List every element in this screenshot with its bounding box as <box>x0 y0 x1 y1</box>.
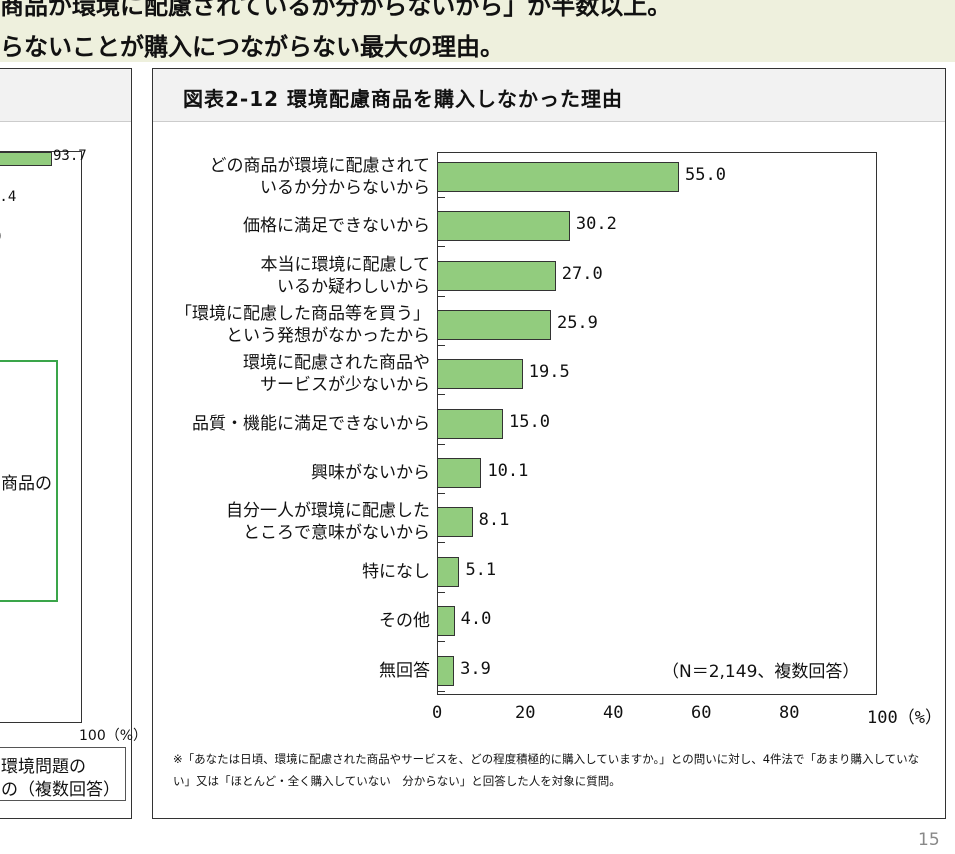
footnote: ※「あなたは日頃、環境に配慮された商品やサービスを、どの程度積極的に購入していま… <box>173 752 920 788</box>
category-label: 「環境に配慮した商品等を買う」 という発想がなかったから <box>175 304 430 347</box>
value-label: 25.9 <box>556 313 598 334</box>
chart-annotation: （N＝2,149、複数回答） <box>662 662 860 682</box>
headline-line-2: らないことが購入につながらない最大の理由。 <box>0 33 504 61</box>
chart-title: 図表2-12 環境配慮商品を購入しなかった理由 <box>183 87 624 111</box>
category-label: 興味がないから <box>311 463 430 484</box>
category-label: 品質・機能に満足できないから <box>192 413 430 434</box>
x-tick-label: 100（%） <box>867 708 942 728</box>
value-label: 8.1 <box>478 510 510 531</box>
x-tick-label: 0 <box>432 703 443 723</box>
left-caption-box <box>0 747 126 801</box>
left-caption-line-2: の（複数回答） <box>1 780 120 800</box>
category-label: 無回答 <box>379 660 430 681</box>
value-label: 5.1 <box>465 559 497 580</box>
bar <box>437 408 503 439</box>
left-value-label: 0 <box>0 229 1 245</box>
value-label: 30.2 <box>575 214 617 235</box>
bar-tick <box>437 641 445 643</box>
left-panel-header <box>0 69 131 122</box>
left-plot-frame <box>0 151 82 723</box>
left-bar <box>0 152 52 166</box>
category-label: 環境に配慮された商品や サービスが少ないから <box>243 353 430 396</box>
left-value-label: 9.4 <box>0 189 17 205</box>
plot-frame <box>437 152 877 695</box>
value-label: 10.1 <box>487 461 529 482</box>
bar-tick <box>437 542 445 544</box>
bar <box>437 211 570 242</box>
x-tick-label: 80 <box>779 703 800 723</box>
value-label: 4.0 <box>460 609 492 630</box>
left-caption-line-1: 環境問題の <box>1 757 86 777</box>
category-label: その他 <box>379 611 430 632</box>
right-chart-panel: 図表2-12 環境配慮商品を購入しなかった理由 <box>152 68 946 819</box>
bar <box>437 162 679 192</box>
bar-tick <box>437 246 445 248</box>
value-label: 15.0 <box>509 411 550 432</box>
right-panel-header: 図表2-12 環境配慮商品を購入しなかった理由 <box>153 69 945 122</box>
bar-tick <box>437 690 445 692</box>
page-number: 15 <box>918 830 940 850</box>
left-callout-text: 商品の <box>1 474 52 494</box>
bar <box>437 260 556 291</box>
category-label: どの商品が環境に配慮されて いるか分からないから <box>209 156 431 198</box>
category-label: 自分一人が環境に配慮した ところで意味がないから <box>226 501 430 544</box>
left-value-label: 93.7 <box>53 148 87 164</box>
x-tick-label: 60 <box>691 703 712 723</box>
bar-tick <box>437 345 445 347</box>
bar-tick <box>437 493 445 495</box>
value-label: 3.9 <box>460 658 491 679</box>
left-chart-panel: 93.7 9.4 0 商品の 100（%） 環境問題の の（複数回答） <box>0 68 147 819</box>
category-label: 価格に満足できないから <box>243 216 430 237</box>
value-label: 55.0 <box>685 165 726 185</box>
bar-tick <box>437 443 445 445</box>
headline-band: 商品が環境に配慮されているか分からないから」が半数以上。 らないことが購入につな… <box>0 0 955 62</box>
category-label: 本当に環境に配慮して いるか疑わしいから <box>260 254 431 297</box>
bar-tick <box>437 295 445 297</box>
left-axis-max: 100（%） <box>79 728 148 744</box>
x-tick-label: 40 <box>603 703 624 723</box>
value-label: 27.0 <box>561 263 603 284</box>
bar-tick <box>437 591 445 593</box>
bar <box>437 359 523 390</box>
bar-tick <box>437 197 445 198</box>
bar <box>437 507 473 538</box>
x-tick-label: 20 <box>515 703 536 723</box>
category-label: 特になし <box>362 561 430 582</box>
left-callout-box <box>0 360 58 602</box>
headline-line-1: 商品が環境に配慮されているか分からないから」が半数以上。 <box>0 0 672 20</box>
bar-tick <box>437 394 445 396</box>
value-label: 19.5 <box>528 362 570 383</box>
